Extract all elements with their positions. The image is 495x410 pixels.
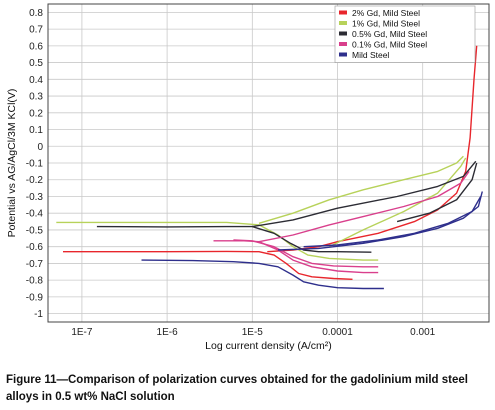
series-layer: [56, 45, 483, 290]
x-tick-label: 1E-6: [157, 327, 179, 338]
series-line: [141, 259, 384, 290]
x-tick-label: 1E-5: [242, 327, 264, 338]
y-tick-label: -0.2: [26, 175, 44, 186]
y-tick-label: -1: [34, 309, 43, 320]
series-line: [96, 225, 372, 253]
y-tick-label: 0.8: [29, 8, 43, 19]
legend-swatch: [339, 31, 347, 36]
chart-canvas: 0.8 0.7 0.6 0.5 0.4 0.3 0.2 0.1 0 -0.1 -0.2 -0.3 -0.…: [6, 3, 490, 352]
series-line: [328, 157, 467, 248]
legend-swatch: [339, 21, 347, 25]
y-tick-label: 0.3: [29, 92, 43, 103]
legend-label: 0.5% Gd, Mild Steel: [352, 29, 427, 39]
series-5: [141, 191, 483, 290]
legend-swatch: [339, 52, 347, 57]
x-tick-label: 0.001: [410, 327, 435, 338]
series-2: [56, 155, 467, 261]
series-line: [303, 196, 482, 248]
legend-label: 2% Gd, Mild Steel: [352, 8, 420, 18]
legend-label: Mild Steel: [352, 50, 389, 60]
series-line: [267, 45, 478, 253]
y-tick-label: -0.9: [26, 292, 44, 303]
series-line: [63, 250, 353, 280]
y-tick-label: 0.4: [29, 75, 43, 86]
legend-box: [334, 5, 476, 63]
series-line: [233, 239, 379, 268]
y-tick-label: -0.7: [26, 259, 44, 270]
y-tick-label: -0.8: [26, 276, 44, 287]
y-tick-label: -0.1: [26, 159, 44, 170]
series-line: [396, 162, 478, 223]
x-tick-label: 1E-7: [71, 327, 93, 338]
y-tick-label: 0.5: [29, 58, 43, 69]
y-tick-label: 0: [37, 142, 43, 153]
y-tick-label: 0.1: [29, 125, 43, 136]
series-4: [213, 170, 470, 274]
y-tick-label: 0.7: [29, 25, 43, 36]
figure-caption: Figure 11—Comparison of polarization cur…: [6, 374, 468, 403]
legend-swatch: [339, 42, 347, 46]
y-tick-label: -0.3: [26, 192, 44, 203]
legend-label: 0.1% Gd, Mild Steel: [352, 40, 427, 50]
legend-swatch: [339, 10, 347, 15]
series-line: [277, 191, 483, 251]
y-tick-label: 0.6: [29, 41, 43, 52]
y-axis-title: Potential vs AG/AgCl/3M KCl(V): [6, 89, 18, 238]
series-line: [258, 155, 464, 224]
y-tick-label: -0.6: [26, 242, 44, 253]
x-tick-label: 0.0001: [322, 327, 353, 338]
series-line: [258, 170, 470, 243]
tick-labels: 0.8 0.7 0.6 0.5 0.4 0.3 0.2 0.1 0 -0.1 -0.2 -0.3 -0.…: [26, 8, 436, 338]
x-axis-title: Log current density (A/cm²): [205, 340, 332, 352]
y-tick-label: -0.5: [26, 225, 44, 236]
legend-label: 1% Gd, Mild Steel: [352, 19, 420, 29]
series-1: [63, 45, 478, 280]
y-tick-label: 0.2: [29, 108, 43, 119]
plot-frame: [47, 3, 490, 323]
series-3: [96, 160, 478, 253]
series-line: [252, 160, 477, 228]
y-tick-label: -0.4: [26, 209, 44, 220]
